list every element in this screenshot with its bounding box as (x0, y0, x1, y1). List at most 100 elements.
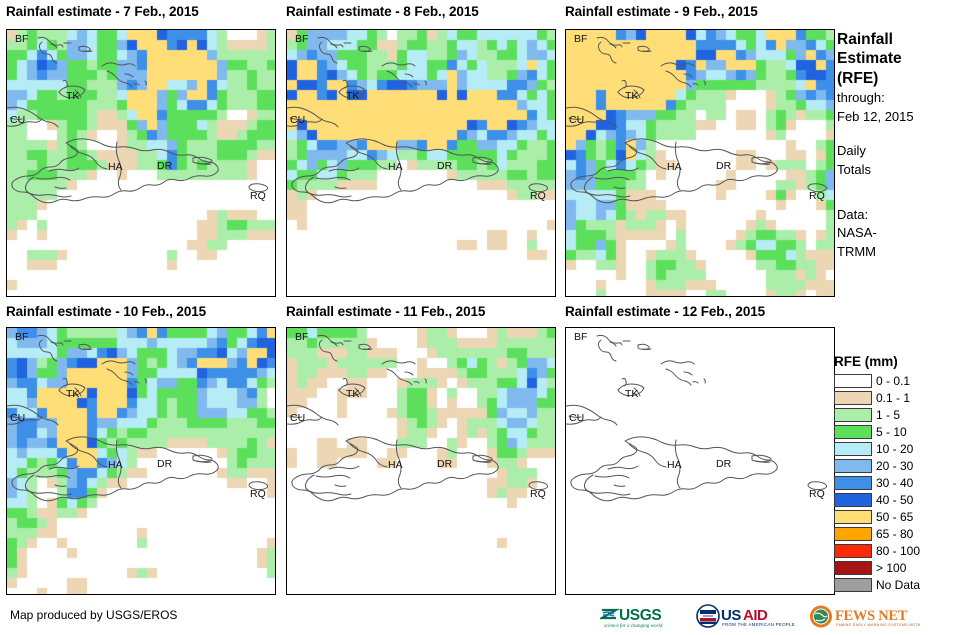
legend-row: 65 - 80 (834, 525, 966, 542)
heading-line-1: Rainfall (837, 31, 893, 48)
map-panel-2: Rainfall estimate - 8 Feb., 2015 (286, 4, 479, 19)
legend-swatch (834, 526, 872, 541)
country-label-tk: TK (346, 90, 360, 102)
country-label-ha: HA (108, 161, 123, 173)
map-panel-6: Rainfall estimate - 12 Feb., 2015 (565, 304, 765, 319)
country-label-cu: CU (569, 412, 585, 424)
legend-row: 5 - 10 (834, 423, 966, 440)
country-label-tk: TK (625, 388, 639, 400)
map-frame-2[interactable]: BF TK CU HA DR RQ (286, 29, 556, 297)
heading-line-2: Estimate (837, 50, 902, 68)
legend-swatch (834, 441, 872, 456)
country-label-rq: RQ (250, 190, 266, 202)
legend-row: 0 - 0.1 (834, 372, 966, 389)
legend-row: 30 - 40 (834, 474, 966, 491)
usgs-logo[interactable]: USGS science for a changing world (600, 604, 686, 630)
country-label-cu: CU (10, 412, 26, 424)
country-label-cu: CU (290, 412, 306, 424)
rainfall-raster (287, 30, 555, 296)
country-label-bf: BF (574, 331, 588, 343)
legend-swatch (834, 560, 872, 575)
legend-row: 20 - 30 (834, 457, 966, 474)
country-label-dr: DR (157, 160, 173, 172)
map-frame-6[interactable]: BF TK CU HA DR RQ (565, 327, 835, 595)
country-label-ha: HA (388, 459, 403, 471)
country-label-bf: BF (295, 331, 309, 343)
country-label-bf: BF (15, 33, 29, 45)
panel-title: Rainfall estimate - 12 Feb., 2015 (565, 304, 766, 319)
data-source-line-2: TRMM (837, 243, 876, 259)
legend-swatch (834, 390, 872, 405)
country-label-rq: RQ (250, 488, 266, 500)
fews-net-logo[interactable]: FEWS NET FAMINE EARLY WARNING SYSTEMS NE… (808, 604, 920, 630)
legend-label: 5 - 10 (876, 424, 907, 439)
data-source-line-1: NASA- (837, 225, 877, 241)
legend-label: 65 - 80 (876, 526, 914, 541)
legend-label: No Data (876, 577, 921, 592)
usaid-seal-icon (696, 604, 720, 628)
rainfall-raster (7, 328, 275, 594)
legend-swatch (834, 543, 872, 558)
country-label-cu: CU (10, 114, 26, 126)
legend-row: 80 - 100 (834, 542, 966, 559)
map-frame-4[interactable]: BF TK CU HA DR RQ (6, 327, 276, 595)
legend: RFE (mm) 0 - 0.1 0.1 - 1 1 - 5 5 - 10 10 - 2… (834, 354, 966, 593)
legend-row: 10 - 20 (834, 440, 966, 457)
panel-title: Rainfall estimate - 7 Feb., 2015 (6, 4, 199, 19)
country-label-rq: RQ (530, 488, 546, 500)
country-label-cu: CU (569, 114, 585, 126)
legend-row: 40 - 50 (834, 491, 966, 508)
country-label-dr: DR (716, 160, 732, 172)
svg-text:AID: AID (743, 607, 768, 624)
svg-text:FROM THE AMERICAN PEOPLE: FROM THE AMERICAN PEOPLE (722, 622, 795, 627)
country-label-dr: DR (716, 458, 732, 470)
panel-title: Rainfall estimate - 8 Feb., 2015 (286, 4, 479, 19)
country-label-dr: DR (157, 458, 173, 470)
country-label-dr: DR (437, 458, 453, 470)
svg-text:science for a changing world: science for a changing world (604, 624, 663, 629)
legend-label: 1 - 5 (876, 407, 901, 422)
rainfall-raster (566, 328, 834, 594)
map-frame-3[interactable]: BF TK CU HA DR RQ (565, 29, 835, 297)
through-date: Feb 12, 2015 (837, 108, 914, 124)
country-label-tk: TK (625, 90, 639, 102)
legend-label: > 100 (876, 560, 907, 575)
usgs-wave-mark (600, 608, 621, 620)
svg-text:FEWS NET: FEWS NET (835, 608, 908, 624)
rainfall-raster (566, 30, 834, 296)
legend-swatch (834, 424, 872, 439)
legend-label: 20 - 30 (876, 458, 914, 473)
legend-row: No Data (834, 576, 966, 593)
period-line-1: Daily (837, 143, 866, 159)
legend-label: 30 - 40 (876, 475, 914, 490)
country-label-rq: RQ (530, 190, 546, 202)
side-info-block: Rainfall Estimate (RFE) through: Feb 12,… (837, 30, 965, 261)
heading-line-3: (RFE) (837, 69, 879, 87)
logo-strip: USGS science for a changing world US AID… (600, 604, 920, 630)
map-panel-1: Rainfall estimate - 7 Feb., 2015 (6, 4, 199, 19)
panel-title: Rainfall estimate - 9 Feb., 2015 (565, 4, 758, 19)
legend-row: 1 - 5 (834, 406, 966, 423)
map-panel-5: Rainfall estimate - 11 Feb., 2015 (286, 304, 485, 319)
country-label-cu: CU (290, 114, 306, 126)
country-label-tk: TK (66, 90, 80, 102)
map-frame-1[interactable]: BF TK CU HA DR RQ (6, 29, 276, 297)
svg-text:FAMINE EARLY WARNING SYSTEMS N: FAMINE EARLY WARNING SYSTEMS NETWORK (836, 623, 920, 627)
legend-swatch (834, 509, 872, 524)
legend-swatch (834, 577, 872, 592)
legend-row: > 100 (834, 559, 966, 576)
legend-swatch (834, 475, 872, 490)
country-label-ha: HA (667, 459, 682, 471)
usaid-logo[interactable]: US AID FROM THE AMERICAN PEOPLE (695, 604, 799, 630)
country-label-ha: HA (667, 161, 682, 173)
period-line-2: Totals (837, 162, 871, 177)
country-label-bf: BF (574, 33, 588, 45)
legend-swatch (834, 492, 872, 507)
through-label: through: (837, 90, 885, 106)
country-label-dr: DR (437, 160, 453, 172)
legend-swatch (834, 458, 872, 473)
country-label-rq: RQ (809, 190, 825, 202)
map-frame-5[interactable]: BF TK CU HA DR RQ (286, 327, 556, 595)
country-label-ha: HA (108, 459, 123, 471)
legend-row: 50 - 65 (834, 508, 966, 525)
